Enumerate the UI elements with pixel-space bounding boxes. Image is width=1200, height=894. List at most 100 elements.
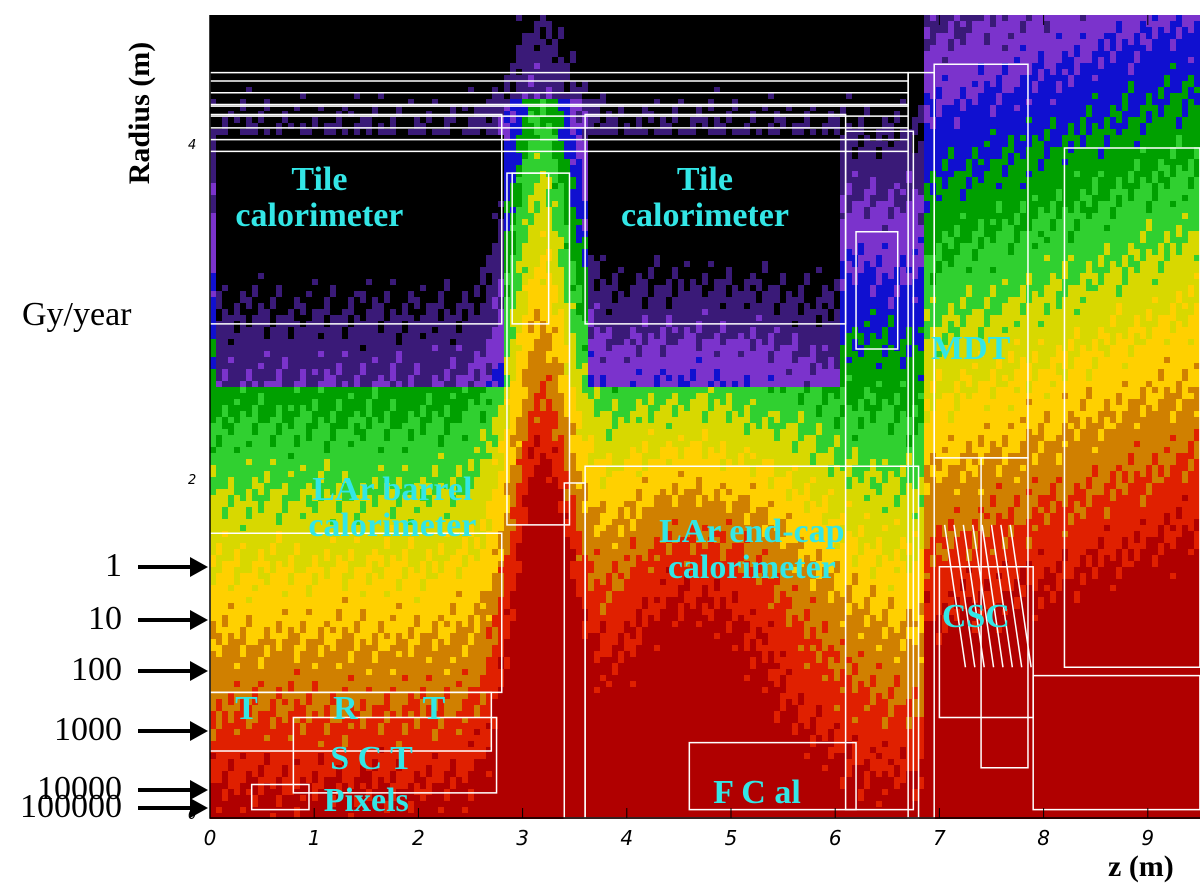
heatmap-cell (420, 633, 426, 639)
heatmap-cell (222, 135, 228, 141)
heatmap-cell (366, 21, 372, 27)
heatmap-cell (276, 231, 282, 237)
heatmap-cell (216, 501, 222, 507)
heatmap-cell (348, 435, 354, 441)
heatmap-cell (312, 657, 318, 663)
heatmap-cell (324, 453, 330, 459)
heatmap-cell (294, 723, 300, 729)
heatmap-cell (420, 39, 426, 45)
heatmap-cell (408, 765, 414, 771)
heatmap-cell (228, 669, 234, 675)
heatmap-cell (348, 657, 354, 663)
heatmap-cell (396, 729, 402, 735)
heatmap-cell (396, 93, 402, 99)
heatmap-cell (372, 39, 378, 45)
heatmap-cell (342, 405, 348, 411)
heatmap-cell (372, 381, 378, 387)
heatmap-cell (324, 339, 330, 345)
heatmap-cell (288, 315, 294, 321)
heatmap-cell (282, 519, 288, 525)
heatmap-cell (360, 405, 366, 411)
heatmap-cell (330, 123, 336, 129)
heatmap-cell (348, 351, 354, 357)
heatmap-cell (414, 789, 420, 795)
heatmap-cell (378, 201, 384, 207)
heatmap-cell (264, 165, 270, 171)
heatmap-cell (306, 537, 312, 543)
heatmap-cell (354, 681, 360, 687)
heatmap-cell (318, 99, 324, 105)
heatmap-cell (312, 687, 318, 693)
heatmap-cell (264, 81, 270, 87)
heatmap-cell (240, 165, 246, 171)
heatmap-cell (390, 357, 396, 363)
heatmap-cell (384, 705, 390, 711)
heatmap-cell (258, 375, 264, 381)
heatmap-cell (252, 219, 258, 225)
heatmap-cell (246, 669, 252, 675)
heatmap-cell (246, 93, 252, 99)
heatmap-cell (264, 729, 270, 735)
heatmap-cell (210, 309, 216, 315)
heatmap-cell (234, 45, 240, 51)
heatmap-cell (288, 231, 294, 237)
heatmap-cell (312, 339, 318, 345)
heatmap-cell (306, 63, 312, 69)
heatmap-cell (330, 591, 336, 597)
heatmap-cell (408, 459, 414, 465)
heatmap-cell (354, 705, 360, 711)
heatmap-cell (396, 453, 402, 459)
heatmap-cell (396, 153, 402, 159)
heatmap-cell (216, 411, 222, 417)
heatmap-cell (222, 441, 228, 447)
heatmap-cell (384, 783, 390, 789)
heatmap-cell (414, 519, 420, 525)
heatmap-cell (372, 429, 378, 435)
heatmap-cell (234, 405, 240, 411)
heatmap-cell (414, 213, 420, 219)
heatmap-cell (288, 267, 294, 273)
heatmap-cell (216, 99, 222, 105)
heatmap-cell (372, 783, 378, 789)
heatmap-cell (252, 171, 258, 177)
heatmap-cell (414, 759, 420, 765)
heatmap-cell (312, 585, 318, 591)
heatmap-cell (402, 765, 408, 771)
heatmap-cell (324, 699, 330, 705)
heatmap-cell (432, 195, 438, 201)
heatmap-cell (264, 783, 270, 789)
heatmap-cell (426, 633, 432, 639)
heatmap-cell (384, 15, 390, 21)
heatmap-cell (348, 495, 354, 501)
heatmap-cell (348, 795, 354, 801)
heatmap-cell (372, 309, 378, 315)
heatmap-cell (258, 663, 264, 669)
heatmap-cell (402, 285, 408, 291)
heatmap-cell (396, 483, 402, 489)
heatmap-cell (384, 813, 390, 819)
heatmap-cell (384, 729, 390, 735)
heatmap-cell (396, 87, 402, 93)
heatmap-cell (300, 345, 306, 351)
heatmap-cell (288, 513, 294, 519)
heatmap-cell (294, 459, 300, 465)
heatmap-cell (354, 603, 360, 609)
heatmap-cell (330, 279, 336, 285)
heatmap-cell (210, 399, 216, 405)
heatmap-cell (336, 87, 342, 93)
heatmap-cell (420, 465, 426, 471)
heatmap-cell (414, 225, 420, 231)
heatmap-cell (336, 597, 342, 603)
heatmap-cell (354, 399, 360, 405)
heatmap-cell (270, 171, 276, 177)
heatmap-cell (396, 381, 402, 387)
heatmap-cell (390, 621, 396, 627)
heatmap-cell (246, 291, 252, 297)
heatmap-cell (384, 189, 390, 195)
heatmap-cell (408, 171, 414, 177)
heatmap-cell (318, 741, 324, 747)
heatmap-cell (378, 561, 384, 567)
heatmap-cell (216, 207, 222, 213)
heatmap-cell (258, 657, 264, 663)
heatmap-cell (348, 513, 354, 519)
